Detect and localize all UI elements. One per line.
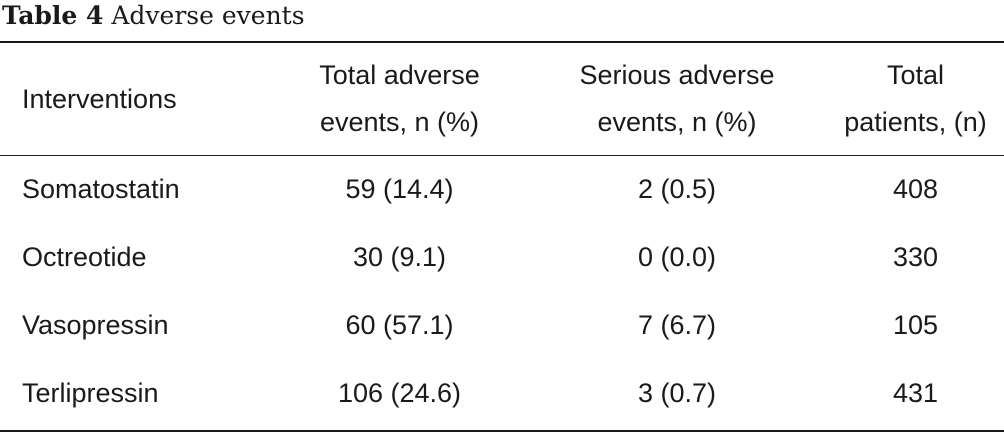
column-header-total-adverse-events: Total adverse events, n (%) — [272, 43, 527, 155]
column-header-line: Total — [886, 60, 945, 90]
table-cell-intervention: Octreotide — [22, 241, 147, 272]
table-caption-label: Table 4 — [2, 1, 104, 30]
table-cell-intervention: Somatostatin — [22, 173, 180, 204]
table-cell-serious-adverse: 2 (0.5) — [637, 173, 717, 204]
column-header-line: patients, (n) — [844, 107, 987, 137]
table-row: Octreotide 30 (9.1) 0 (0.0) 330 — [0, 223, 1004, 291]
column-header-total-patients: Total patients, (n) — [827, 43, 1004, 155]
table-cell-total-patients: 105 — [892, 309, 939, 340]
adverse-events-table: Interventions Total adverse events, n (%… — [0, 43, 1004, 427]
column-header-serious-adverse-events: Serious adverse events, n (%) — [527, 43, 827, 155]
table-top-rule — [0, 41, 1004, 43]
column-header-interventions: Interventions — [0, 43, 272, 155]
column-header-line: Serious adverse — [579, 60, 775, 90]
table-caption-title: Adverse events — [111, 1, 305, 30]
table-cell-total-adverse: 59 (14.4) — [345, 173, 454, 204]
table-cell-serious-adverse: 7 (6.7) — [637, 309, 717, 340]
table-cell-total-patients: 408 — [892, 173, 939, 204]
table-cell-total-patients: 431 — [892, 377, 939, 408]
table-header-row: Interventions Total adverse events, n (%… — [0, 43, 1004, 155]
table-cell-total-adverse: 60 (57.1) — [345, 309, 454, 340]
table-header-rule — [0, 155, 1004, 156]
column-header-line: Interventions — [22, 83, 177, 114]
table-bottom-rule — [0, 430, 1004, 432]
column-header-line: events, n (%) — [319, 107, 480, 137]
table-cell-total-adverse: 106 (24.6) — [337, 377, 462, 408]
table-cell-total-patients: 330 — [892, 241, 939, 272]
table-row: Somatostatin 59 (14.4) 2 (0.5) 408 — [0, 155, 1004, 223]
table-row: Vasopressin 60 (57.1) 7 (6.7) 105 — [0, 291, 1004, 359]
column-header-line: events, n (%) — [597, 107, 757, 137]
table-row: Terlipressin 106 (24.6) 3 (0.7) 431 — [0, 359, 1004, 427]
table-cell-total-adverse: 30 (9.1) — [352, 241, 447, 272]
column-header-line: Total adverse — [319, 60, 480, 90]
table-cell-serious-adverse: 0 (0.0) — [637, 241, 717, 272]
table-caption: Table 4 Adverse events — [2, 0, 305, 38]
table-cell-intervention: Vasopressin — [22, 309, 169, 340]
table-cell-intervention: Terlipressin — [22, 377, 159, 408]
table-cell-serious-adverse: 3 (0.7) — [637, 377, 717, 408]
